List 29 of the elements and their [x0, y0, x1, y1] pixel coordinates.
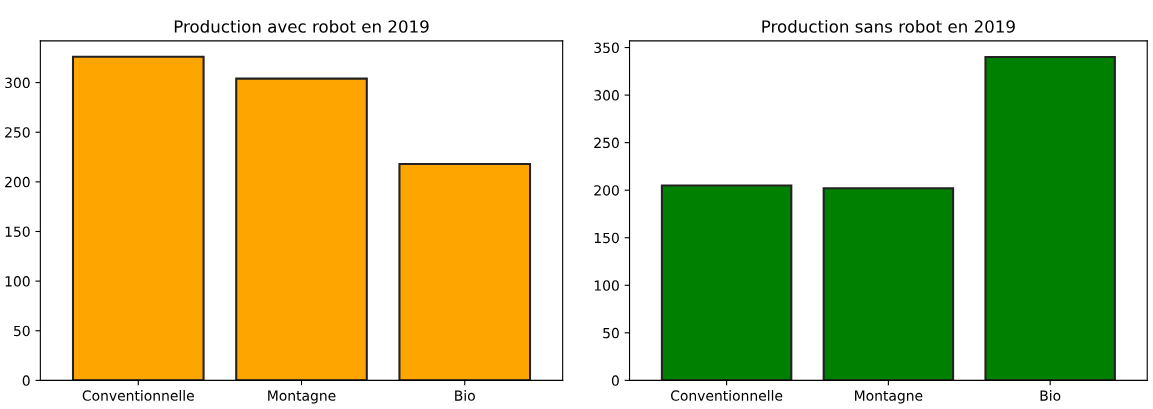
chart-title: Production sans robot en 2019: [762, 19, 1015, 33]
y-tick-label: 100: [5, 276, 30, 287]
bar: [660, 184, 793, 381]
y-tick-label: 350: [594, 42, 619, 54]
y-tick-label: 200: [594, 185, 619, 196]
y-tick-label: 150: [594, 232, 619, 244]
y-tick-label: 0: [611, 375, 619, 386]
x-tick-label: Conventionnelle: [670, 390, 783, 401]
x-tick-label: Montagne: [268, 390, 336, 404]
y-tick-label: 300: [594, 90, 619, 101]
bar: [398, 162, 532, 381]
x-tick-label: Bio: [455, 390, 475, 401]
y-tick-label: 0: [22, 375, 30, 386]
y-tick-label: 300: [5, 77, 30, 89]
y-tick-label: 150: [5, 226, 30, 237]
y-tick-label: 50: [603, 327, 619, 339]
y-tick-label: 200: [5, 176, 30, 188]
x-tick-label: Bio: [1040, 390, 1061, 401]
bar: [71, 55, 205, 381]
y-tick-label: 50: [14, 325, 30, 337]
y-tick-label: 100: [594, 280, 619, 291]
chart-title: Production avec robot en 2019: [174, 19, 429, 33]
bar: [984, 56, 1116, 381]
y-tick-label: 250: [5, 127, 30, 138]
bar: [822, 187, 955, 381]
x-tick-label: Montagne: [855, 390, 923, 404]
y-tick-label: 250: [594, 137, 619, 149]
x-tick-label: Conventionnelle: [82, 390, 194, 401]
bar: [235, 77, 368, 381]
